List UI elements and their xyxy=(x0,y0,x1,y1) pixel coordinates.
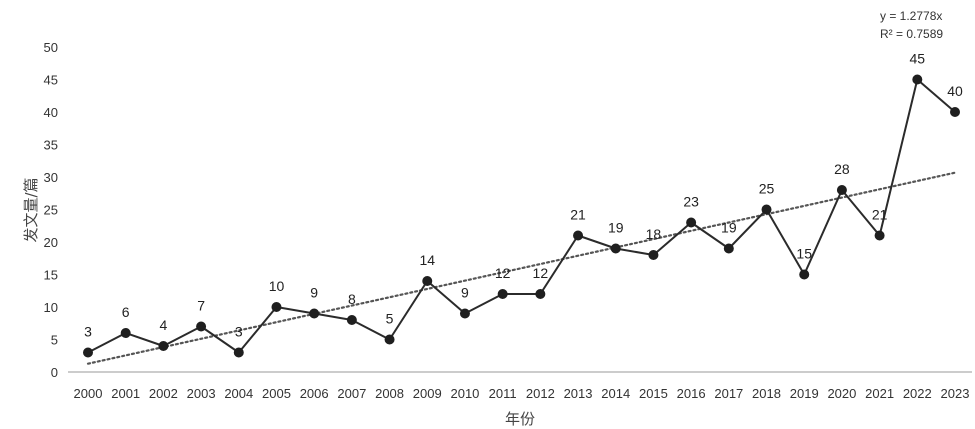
data-label: 6 xyxy=(122,304,130,320)
data-point xyxy=(874,230,885,241)
data-label: 12 xyxy=(495,265,511,281)
data-point xyxy=(422,276,433,286)
x-tick-label: 2001 xyxy=(111,386,140,401)
series-line xyxy=(87,78,956,354)
x-tick-label: 2014 xyxy=(601,386,630,401)
x-axis-title: 年份 xyxy=(505,410,535,428)
data-labels: 3 6 4 7 3 10 9 8 5 14 9 12 12 21 19 18 23 19 25 15 28 21 45 40 xyxy=(84,51,963,340)
x-tick-label: 2021 xyxy=(865,386,894,401)
data-point xyxy=(346,315,357,325)
data-label: 3 xyxy=(235,324,243,340)
data-point xyxy=(912,74,923,85)
data-label: 7 xyxy=(197,298,205,314)
x-tick-label: 2002 xyxy=(149,386,178,401)
x-tick-label: 2009 xyxy=(413,386,442,401)
data-label: 25 xyxy=(759,181,775,197)
x-tick-label: 2016 xyxy=(677,386,706,401)
data-label: 21 xyxy=(872,207,888,223)
data-label: 3 xyxy=(84,324,92,340)
data-markers xyxy=(83,74,960,358)
data-point xyxy=(158,341,169,351)
x-tick-label: 2010 xyxy=(450,386,479,401)
data-label: 28 xyxy=(834,161,850,177)
data-point xyxy=(799,269,810,280)
data-point xyxy=(610,243,621,254)
x-tick-label: 2019 xyxy=(790,386,819,401)
x-tick-label: 2004 xyxy=(224,386,253,401)
data-label: 9 xyxy=(461,285,469,301)
y-tick-label: 25 xyxy=(44,203,58,218)
trendline xyxy=(86,171,957,365)
trendline-equation: y = 1.2778x xyxy=(880,9,942,23)
data-point xyxy=(233,347,244,358)
data-point xyxy=(836,185,847,195)
x-tick-label: 2023 xyxy=(941,386,970,401)
x-tick-label: 2000 xyxy=(74,386,103,401)
data-label: 10 xyxy=(269,278,285,294)
data-label: 21 xyxy=(570,207,586,223)
data-point xyxy=(535,289,546,299)
data-point xyxy=(384,334,395,345)
y-tick-label: 50 xyxy=(44,40,58,55)
y-tick-label: 0 xyxy=(51,365,58,380)
data-point xyxy=(723,243,734,254)
data-point xyxy=(686,217,697,228)
x-tick-label: 2017 xyxy=(714,386,743,401)
data-point xyxy=(648,250,659,260)
data-point xyxy=(497,289,508,299)
x-tick-label: 2008 xyxy=(375,386,404,401)
data-label: 45 xyxy=(910,51,926,67)
data-point xyxy=(196,321,207,332)
data-point xyxy=(573,230,584,241)
x-tick-label: 2007 xyxy=(337,386,366,401)
y-tick-label: 45 xyxy=(44,73,58,88)
y-tick-labels: 0 5 10 15 20 25 30 35 40 45 50 xyxy=(44,40,58,380)
y-axis-title: 发文量/篇 xyxy=(22,177,40,242)
x-tick-label: 2006 xyxy=(300,386,329,401)
data-point xyxy=(950,107,960,117)
data-point xyxy=(120,328,131,338)
y-tick-label: 30 xyxy=(44,170,58,185)
y-tick-label: 35 xyxy=(44,138,58,153)
x-tick-labels: 2000 2001 2002 2003 2004 2005 2006 2007 2008 2009… xyxy=(74,386,970,401)
x-tick-label: 2020 xyxy=(827,386,856,401)
y-tick-label: 5 xyxy=(51,333,58,348)
data-label: 8 xyxy=(348,291,356,307)
y-tick-label: 15 xyxy=(44,268,58,283)
x-tick-label: 2013 xyxy=(564,386,593,401)
data-label: 19 xyxy=(608,220,624,236)
data-label: 15 xyxy=(796,246,812,262)
data-label: 40 xyxy=(947,83,963,99)
x-tick-label: 2011 xyxy=(489,386,517,401)
y-tick-label: 10 xyxy=(44,300,58,315)
data-point xyxy=(83,347,93,358)
data-label: 5 xyxy=(386,311,394,327)
data-point xyxy=(309,308,320,319)
y-tick-label: 20 xyxy=(44,235,58,250)
x-tick-label: 2022 xyxy=(903,386,932,401)
trendline-r-squared: R² = 0.7589 xyxy=(880,27,943,41)
x-tick-label: 2003 xyxy=(187,386,216,401)
data-point xyxy=(271,302,282,312)
data-label: 9 xyxy=(310,285,318,301)
data-label: 19 xyxy=(721,220,737,236)
x-tick-label: 2018 xyxy=(752,386,781,401)
data-label: 14 xyxy=(419,252,435,268)
data-label: 18 xyxy=(646,226,662,242)
data-label: 4 xyxy=(159,317,167,333)
data-point xyxy=(459,308,470,319)
x-tick-label: 2005 xyxy=(262,386,291,401)
data-label: 23 xyxy=(683,194,699,210)
data-label: 12 xyxy=(533,265,549,281)
x-tick-label: 2015 xyxy=(639,386,668,401)
y-tick-label: 40 xyxy=(44,105,58,120)
x-tick-label: 2012 xyxy=(526,386,555,401)
data-point xyxy=(761,204,772,215)
